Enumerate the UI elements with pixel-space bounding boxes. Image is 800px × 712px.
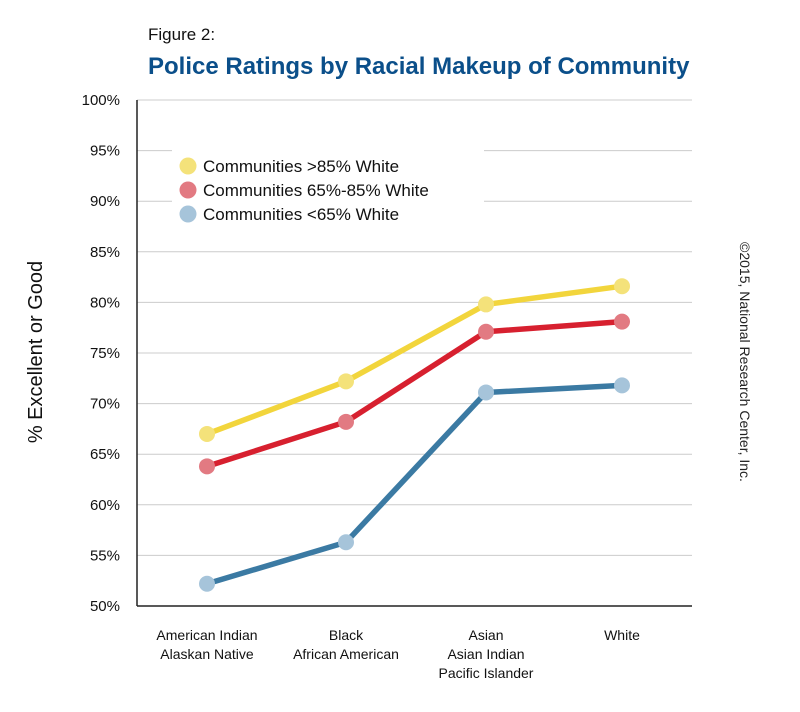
data-point [478,384,494,401]
y-axis-label: % Excellent or Good [25,261,47,443]
data-point [199,458,215,475]
y-tick-label: 80% [90,294,120,311]
y-tick-label: 60% [90,497,120,514]
legend-label: Communities 65%-85% White [203,181,429,200]
legend-label: Communities <65% White [203,205,399,224]
series [199,278,630,442]
series-group [199,278,630,592]
y-tick-label: 85% [90,244,120,261]
legend-marker [179,181,197,199]
series-line [204,318,625,470]
y-tick-label: 50% [90,598,120,615]
legend-marker [179,157,197,175]
data-point [199,425,215,442]
y-axis-ticks: 50% 55% 60% 65% 70% 75% 80% 85% 90% 95% 100% [82,92,120,615]
y-tick-label: 75% [90,345,120,362]
series-line [204,283,625,437]
data-point [478,323,494,340]
chart-title: Police Ratings by Racial Makeup of Commu… [148,53,690,80]
y-tick-label: 95% [90,143,120,160]
data-point [478,296,494,313]
data-point [614,278,630,295]
data-point [199,575,215,592]
series [199,377,630,592]
x-tick-label: White [604,627,640,643]
y-tick-label: 90% [90,193,120,210]
legend-label: Communities >85% White [203,157,399,176]
legend: Communities >85% White Communities 65%-85… [172,148,484,230]
data-point [614,377,630,394]
x-tick-label: American Indian Alaskan Native [156,627,257,662]
x-tick-label: Asian Asian Indian Pacific Islander [439,627,534,681]
data-point [614,313,630,330]
legend-marker [179,205,197,223]
legend-box [172,148,484,230]
data-point [338,534,354,551]
data-point [338,413,354,430]
x-axis-ticks: American Indian Alaskan Native Black Africa… [156,627,640,681]
y-tick-label: 55% [90,547,120,564]
copyright-credit: ©2015, National Research Center, Inc. [737,242,753,482]
data-point [338,373,354,390]
series-line [204,382,625,587]
figure-label: Figure 2: [148,25,215,44]
x-tick-label: Black African American [293,627,399,662]
y-tick-label: 70% [90,396,120,413]
y-tick-label: 100% [82,92,120,109]
y-tick-label: 65% [90,446,120,463]
series [199,313,630,475]
